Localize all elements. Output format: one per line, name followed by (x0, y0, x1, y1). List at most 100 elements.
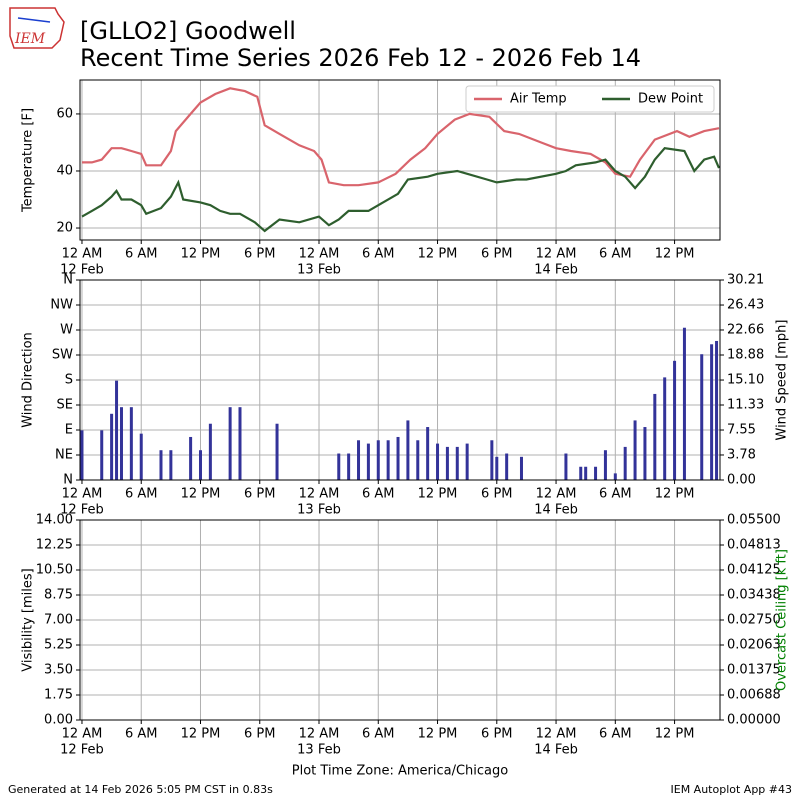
x-tick-label: 6 PM (244, 487, 275, 502)
bar (110, 413, 114, 480)
y2-tick-label: 3.78 (727, 447, 756, 462)
title: [GLLO2] Goodwell (80, 17, 296, 45)
y2-tick-label: 0.04125 (727, 563, 781, 578)
y2-axis-label: Wind Speed [mph] (775, 320, 790, 441)
x-tick-label: 6 PM (481, 727, 512, 742)
x-date-label: 14 Feb (534, 263, 578, 278)
x-tick-label: 12 PM (655, 487, 695, 502)
subtitle: Recent Time Series 2026 Feb 12 - 2026 Fe… (80, 44, 641, 72)
y-tick-label: 10.50 (36, 563, 73, 578)
y-tick-label: 5.25 (44, 638, 73, 653)
y2-tick-label: 0.00 (727, 473, 756, 488)
bar (633, 420, 637, 480)
y-tick-label: 40 (56, 163, 73, 178)
bar (700, 354, 704, 480)
bar (366, 443, 370, 480)
x-date-label: 13 Feb (297, 743, 341, 758)
x-tick-label: 6 AM (362, 247, 395, 262)
bar (519, 456, 523, 480)
x-date-label: 12 Feb (60, 743, 104, 758)
y2-tick-label: 7.55 (727, 423, 756, 438)
y2-tick-label: 0.01375 (727, 663, 781, 678)
bar (663, 377, 667, 480)
y2-tick-label: 0.02750 (727, 613, 781, 628)
bar (445, 446, 449, 480)
logo-line (17, 17, 51, 23)
legend-label: Air Temp (510, 92, 567, 107)
y-tick-label: 20 (56, 221, 73, 236)
bar (406, 420, 410, 480)
bar (139, 433, 143, 480)
bar (337, 453, 341, 480)
bar (100, 430, 104, 480)
x-tick-label: 6 PM (244, 247, 275, 262)
y2-tick-label: 18.88 (727, 348, 764, 363)
y2-tick-label: 22.66 (727, 322, 764, 337)
x-tick-label: 12 AM (536, 247, 577, 262)
bar (579, 466, 583, 480)
bar (673, 360, 677, 480)
y2-tick-label: 0.05500 (727, 513, 781, 528)
y-tick-label: N (63, 273, 73, 288)
x-tick-label: 6 PM (481, 487, 512, 502)
logo-text: IEM (14, 31, 46, 47)
y-axis-label: Visibility [miles] (21, 568, 36, 671)
x-tick-label: 12 AM (299, 487, 340, 502)
x-tick-label: 12 AM (62, 247, 103, 262)
y-tick-label: 14.00 (36, 513, 73, 528)
y2-tick-label: 26.43 (727, 298, 764, 313)
bar (198, 450, 202, 480)
bar (189, 436, 193, 480)
bar (682, 327, 686, 480)
bar (715, 340, 719, 480)
x-date-label: 13 Feb (297, 503, 341, 518)
x-tick-label: 12 PM (181, 487, 221, 502)
y-axis-label: Temperature [F] (21, 108, 36, 213)
legend-label: Dew Point (638, 92, 703, 107)
x-tick-label: 12 AM (62, 487, 103, 502)
bar (495, 456, 499, 480)
plot-frame (79, 519, 721, 721)
y2-tick-label: 0.03438 (727, 588, 781, 603)
x-tick-label: 12 PM (418, 487, 458, 502)
y2-tick-label: 0.04813 (727, 538, 781, 553)
bar (564, 453, 568, 480)
y-axis-label: Wind Direction (21, 332, 36, 428)
y-tick-label: 12.25 (36, 538, 73, 553)
x-tick-label: 12 AM (299, 247, 340, 262)
bar (455, 446, 459, 480)
y2-tick-label: 11.33 (727, 397, 764, 412)
y2-tick-label: 15.10 (727, 373, 764, 388)
bar (643, 427, 647, 480)
x-tick-label: 6 AM (362, 487, 395, 502)
y-tick-label: SE (57, 398, 73, 413)
logo: IEM (9, 7, 65, 49)
footer-right: IEM Autoplot App #43 (671, 783, 793, 796)
bar (357, 440, 361, 480)
y-tick-label: NE (55, 448, 73, 463)
bar (436, 443, 440, 480)
bar (426, 427, 430, 480)
x-tick-label: 12 AM (62, 727, 103, 742)
bar (710, 344, 714, 480)
y-tick-label: S (65, 373, 73, 388)
x-tick-label: 12 AM (536, 727, 577, 742)
line-series (82, 87, 720, 187)
x-tick-label: 6 AM (125, 487, 158, 502)
y2-tick-label: 0.00000 (727, 713, 781, 728)
bar (80, 430, 84, 480)
y-tick-label: SW (52, 348, 73, 363)
y2-tick-label: 0.02063 (727, 638, 781, 653)
footer-left: Generated at 14 Feb 2026 5:05 PM CST in … (8, 783, 273, 796)
bar (396, 436, 400, 480)
x-tick-label: 12 PM (181, 727, 221, 742)
x-tick-label: 6 PM (481, 247, 512, 262)
bar (115, 380, 119, 480)
bar (416, 440, 420, 480)
bar (238, 407, 242, 480)
x-tick-label: 6 AM (125, 727, 158, 742)
x-tick-label: 6 AM (362, 727, 395, 742)
x-date-label: 12 Feb (60, 263, 104, 278)
bar (228, 407, 232, 480)
y-tick-label: E (65, 423, 73, 438)
